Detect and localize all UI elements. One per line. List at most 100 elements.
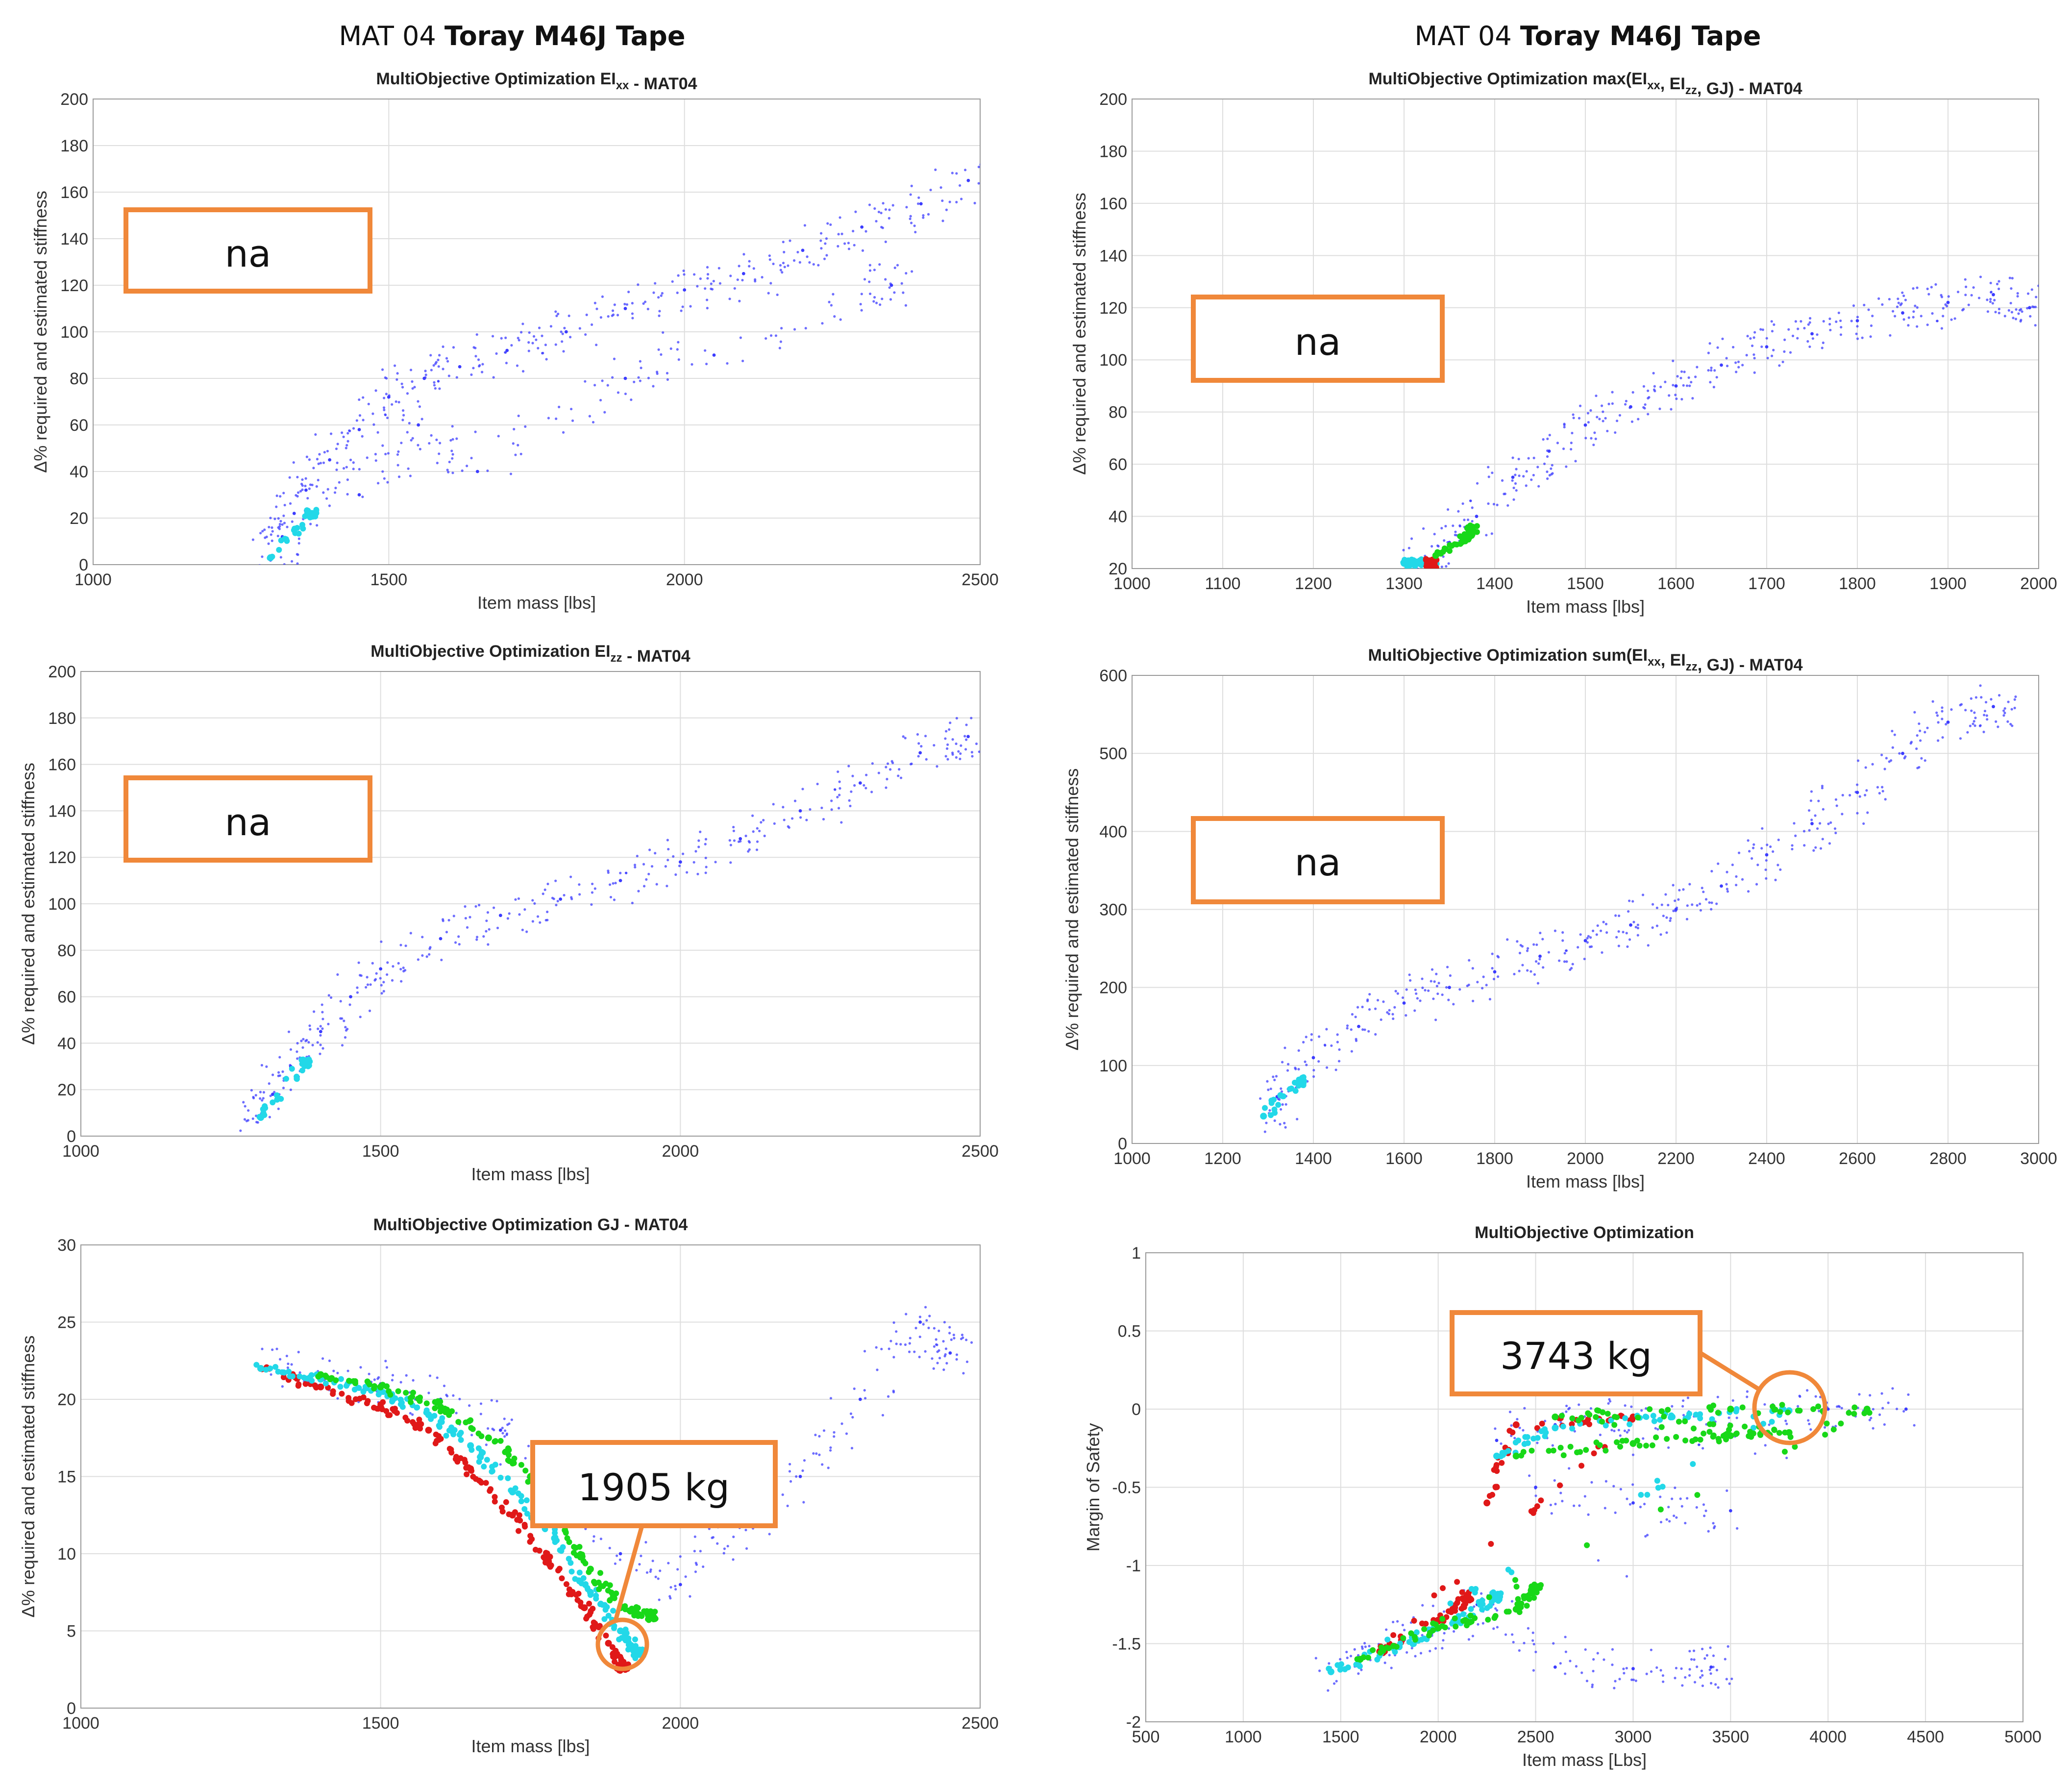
data-point-blue [1431, 1604, 1434, 1608]
data-point-blue [1466, 518, 1470, 521]
data-point-blue [1913, 711, 1916, 714]
data-point-blue [1408, 973, 1411, 976]
data-point-blue [910, 762, 913, 765]
data-point-blue [920, 745, 923, 748]
data-point-blue [1996, 282, 1999, 286]
data-point-blue [1889, 334, 1892, 337]
data-point-blue [1912, 316, 1915, 319]
data-point-blue [282, 492, 285, 495]
data-point-blue [1682, 1414, 1685, 1416]
data-point-cyan [552, 1539, 558, 1545]
data-point-blue [341, 1017, 344, 1020]
data-point-blue [606, 384, 609, 387]
data-point-blue [1724, 1658, 1727, 1661]
data-point-blue [514, 453, 517, 456]
data-point-blue [888, 286, 891, 289]
data-point-blue [391, 1374, 395, 1377]
data-point-blue [1990, 291, 1993, 294]
data-point-blue [760, 821, 763, 824]
data-point-blue [1393, 1006, 1396, 1009]
data-point-blue [691, 363, 693, 366]
data-point-blue [1675, 397, 1678, 400]
data-point-blue [661, 292, 664, 295]
data-point-blue [525, 930, 528, 933]
data-point-green [403, 1390, 409, 1396]
data-point-blue [273, 518, 276, 521]
data-point-blue [642, 885, 646, 888]
data-point-blue [1751, 344, 1754, 347]
data-point-blue [1591, 1686, 1594, 1688]
data-point-cyan [1292, 1088, 1299, 1094]
data-point-blue [374, 978, 377, 981]
data-point-green [502, 1449, 508, 1455]
data-point-blue [312, 1010, 316, 1013]
data-point-blue [1549, 1503, 1552, 1507]
data-point-blue [1453, 570, 1455, 572]
data-point-blue [247, 1109, 250, 1112]
data-point-blue [1701, 1647, 1704, 1650]
data-point-blue [941, 220, 944, 223]
data-point-blue [634, 866, 637, 869]
data-point-blue [1564, 1636, 1567, 1638]
data-point-blue [821, 322, 824, 325]
data-point-blue [1357, 1024, 1360, 1028]
data-point-blue [286, 1366, 289, 1369]
data-point-cyan [1301, 1078, 1307, 1084]
annotation-box [530, 1440, 778, 1528]
data-point-blue [1897, 298, 1899, 300]
y-tick-label: 25 [57, 1314, 76, 1332]
data-point-blue [1613, 1687, 1616, 1689]
data-point-blue [1553, 1479, 1556, 1482]
data-point-red [454, 1459, 461, 1465]
data-point-blue [885, 766, 888, 769]
data-point-blue [357, 428, 361, 431]
data-point-blue [1686, 1497, 1689, 1500]
data-point-blue [271, 1348, 274, 1351]
data-point-cyan [524, 1511, 530, 1517]
data-point-red [1424, 564, 1431, 569]
data-point-blue [613, 357, 616, 360]
data-point-blue [1716, 1395, 1719, 1398]
data-point-blue [281, 1385, 284, 1388]
data-point-cyan [1490, 1589, 1497, 1595]
data-point-blue [1571, 431, 1574, 435]
data-point-blue [959, 184, 962, 187]
data-point-cyan [431, 1413, 438, 1419]
data-point-blue [348, 429, 351, 432]
data-point-blue [942, 1340, 945, 1343]
data-point-blue [642, 863, 645, 866]
data-point-blue [624, 392, 627, 396]
data-point-cyan [1490, 1595, 1497, 1602]
data-point-blue [1536, 1441, 1539, 1444]
data-point-red [617, 1662, 624, 1668]
data-point-blue [1280, 1090, 1283, 1093]
data-point-blue [376, 431, 379, 434]
data-point-red [404, 1417, 411, 1424]
data-point-blue [1544, 1419, 1547, 1422]
data-point-green [1682, 1437, 1689, 1443]
data-point-blue [1577, 946, 1579, 949]
data-point-blue [464, 917, 467, 920]
data-point-blue [659, 1569, 662, 1572]
data-point-blue [1973, 720, 1975, 723]
data-point-blue [538, 326, 541, 329]
data-point-blue [1421, 1634, 1424, 1637]
data-point-green [1658, 1424, 1665, 1430]
data-point-blue [1935, 711, 1938, 714]
data-point-blue [975, 742, 978, 745]
data-point-blue [1834, 798, 1838, 801]
data-point-blue [1380, 1018, 1382, 1021]
data-point-blue [1685, 384, 1689, 387]
data-point-blue [1704, 1509, 1707, 1513]
data-point-green [434, 1400, 440, 1406]
data-point-cyan [625, 1646, 632, 1653]
data-point-blue [1559, 1662, 1562, 1665]
data-point-blue [1727, 1416, 1730, 1419]
data-point-cyan [1552, 1424, 1559, 1432]
data-point-green [1733, 1431, 1739, 1437]
data-point-blue [669, 347, 672, 350]
data-point-blue [1821, 347, 1824, 349]
data-point-blue [1880, 753, 1883, 756]
data-point-blue [446, 469, 449, 472]
data-point-blue [1350, 1050, 1353, 1053]
